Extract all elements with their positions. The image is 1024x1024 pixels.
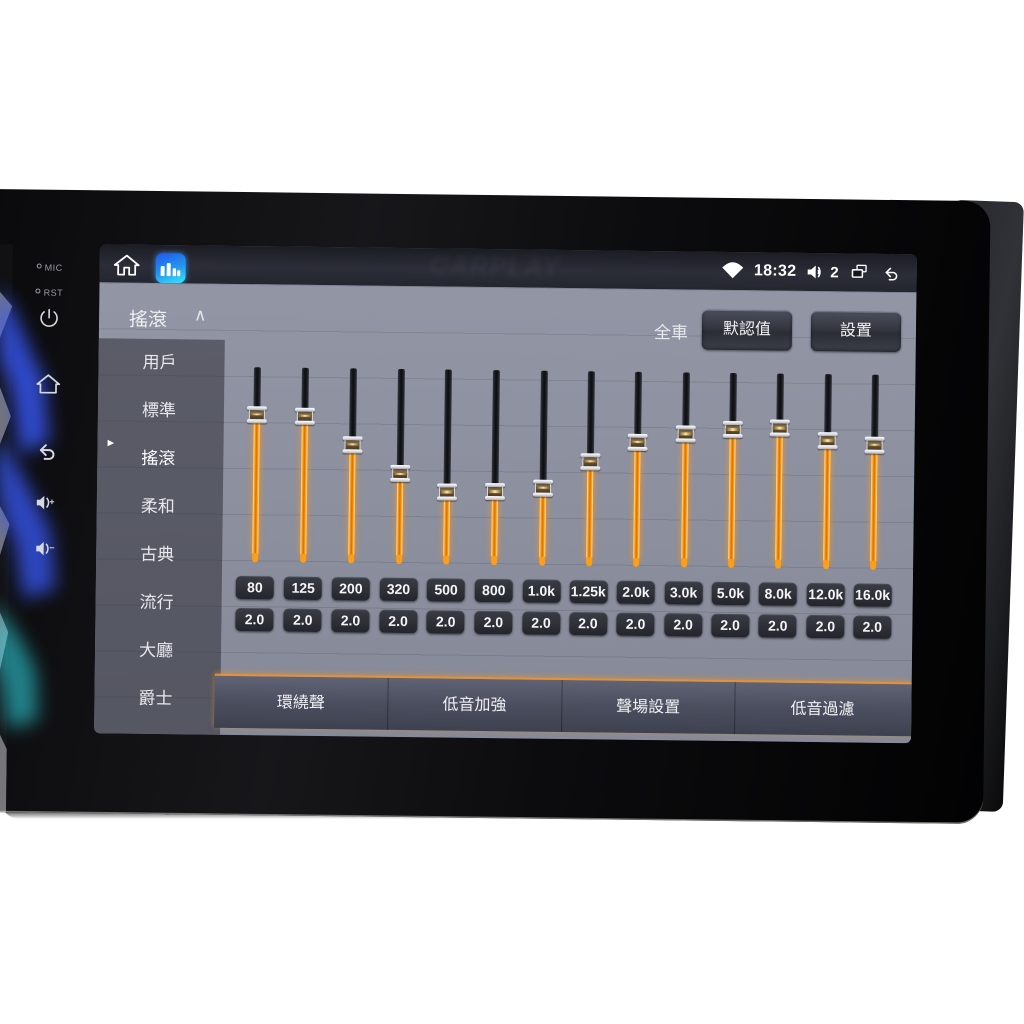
svg-text:−: −	[49, 543, 54, 553]
svg-text:+: +	[49, 497, 54, 507]
